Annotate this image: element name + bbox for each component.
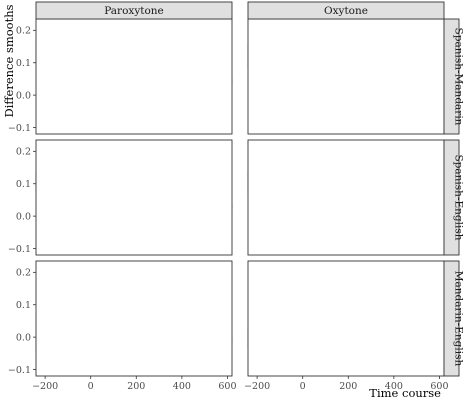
x-axis-title: Time course xyxy=(369,386,441,400)
panel-border xyxy=(35,18,233,135)
row-strip-label: Spanish-English xyxy=(453,154,465,240)
axes-layer: −0.1 0.0 0.1 0.2 −0.1 0.0 0.1 0.2 −0.1 0.0 0.1 0.2 −… xyxy=(8,26,449,392)
y-tick-label: 0.0 xyxy=(16,90,31,101)
x-tick-label: 200 xyxy=(339,381,357,392)
panel-0-0 xyxy=(35,18,233,135)
panel-border xyxy=(247,139,445,256)
row-strip-label: Spanish-Mandarin xyxy=(453,28,465,126)
column-strip-label: Paroxytone xyxy=(104,5,164,17)
y-tick-label: 0.0 xyxy=(16,211,31,222)
column-strip-label: Oxytone xyxy=(324,5,368,17)
y-tick-label: −0.1 xyxy=(8,244,31,255)
panel-2-1 xyxy=(247,260,445,377)
x-tick-label: 200 xyxy=(127,381,145,392)
panel-border xyxy=(35,139,233,256)
x-tick-label: 0 xyxy=(88,381,94,392)
y-tick-label: −0.1 xyxy=(8,365,31,376)
x-tick-label: −200 xyxy=(244,381,270,392)
x-tick-label: 600 xyxy=(430,381,448,392)
row-strip-label: Mandarin-English xyxy=(453,271,465,367)
y-tick-label: 0.2 xyxy=(16,268,31,279)
x-tick-label: 0 xyxy=(300,381,306,392)
x-tick-label: 600 xyxy=(218,381,236,392)
row-strip xyxy=(443,260,460,377)
y-tick-label: 0.1 xyxy=(16,58,31,69)
panel-1-1 xyxy=(247,139,445,256)
panels-layer xyxy=(35,18,445,377)
x-tick-label: 400 xyxy=(173,381,191,392)
panel-border xyxy=(247,18,445,135)
row-strip xyxy=(443,139,460,256)
y-tick-label: 0.1 xyxy=(16,179,31,190)
column-strip xyxy=(247,1,445,20)
panel-1-0 xyxy=(35,139,233,256)
panel-border xyxy=(247,260,445,377)
y-tick-label: 0.2 xyxy=(16,26,31,37)
y-tick-label: 0.2 xyxy=(16,147,31,158)
panel-2-0 xyxy=(35,260,233,377)
panel-0-1 xyxy=(247,18,445,135)
strips-layer: Paroxytone Oxytone Spanish-Mandarin Spanish… xyxy=(35,1,465,377)
column-strip xyxy=(35,1,233,20)
y-tick-label: −0.1 xyxy=(8,123,31,134)
y-tick-label: 0.1 xyxy=(16,300,31,311)
y-tick-label: 0.0 xyxy=(16,332,31,343)
x-tick-label: 400 xyxy=(385,381,403,392)
row-strip xyxy=(443,18,460,135)
x-tick-label: −200 xyxy=(32,381,58,392)
panel-border xyxy=(35,260,233,377)
y-axis-title: Difference smooths xyxy=(2,4,16,117)
